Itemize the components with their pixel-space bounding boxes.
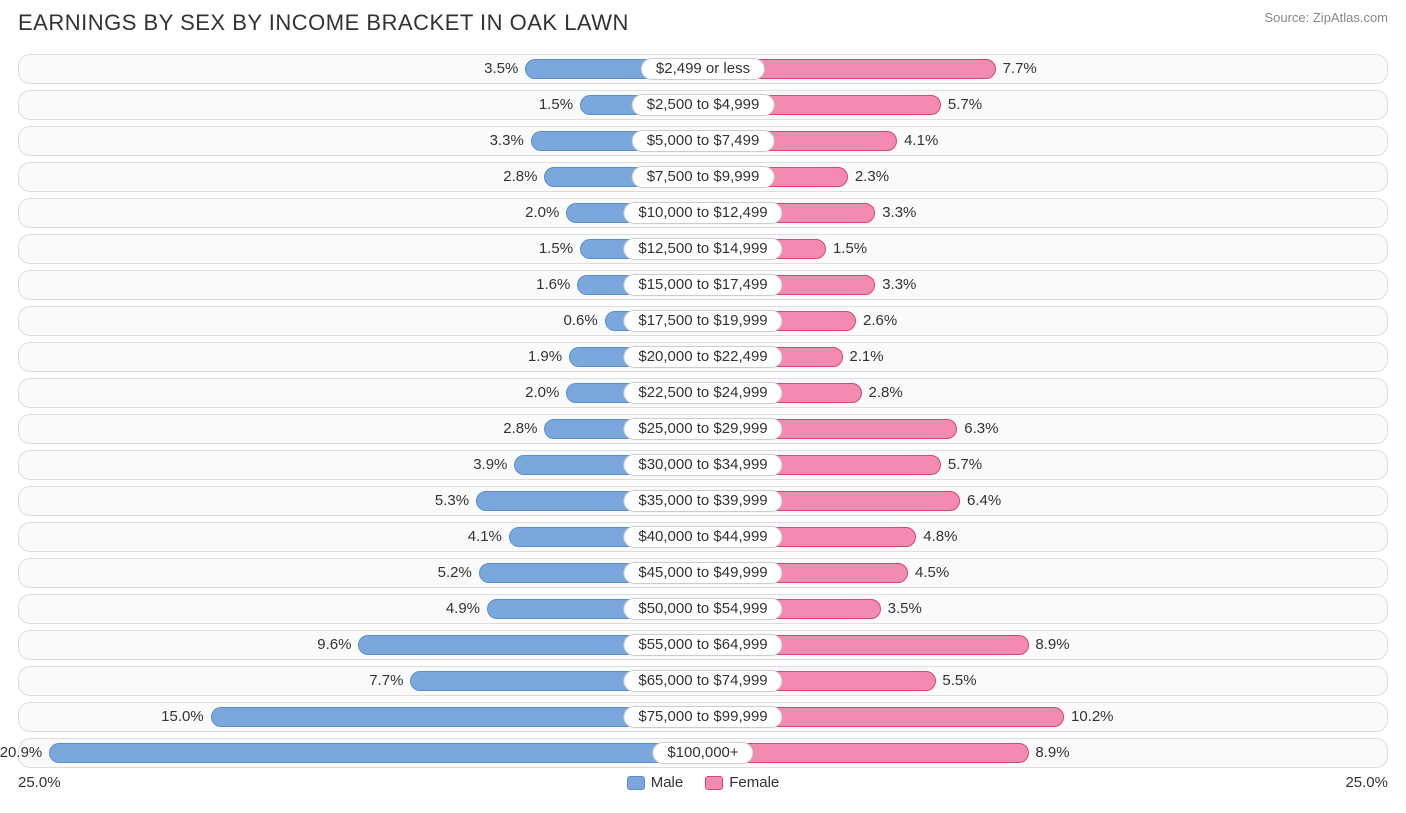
female-value: 10.2% (1071, 703, 1114, 733)
chart-row: 1.5% 5.7% $2,500 to $4,999 (18, 90, 1388, 120)
chart-row: 3.3% 4.1% $5,000 to $7,499 (18, 126, 1388, 156)
category-label: $2,499 or less (641, 58, 765, 80)
category-label: $25,000 to $29,999 (623, 418, 782, 440)
chart-row: 2.8% 2.3% $7,500 to $9,999 (18, 162, 1388, 192)
legend-label-male: Male (651, 774, 684, 791)
chart-row: 2.8% 6.3% $25,000 to $29,999 (18, 414, 1388, 444)
chart-row: 0.6% 2.6% $17,500 to $19,999 (18, 306, 1388, 336)
female-value: 2.1% (849, 343, 883, 373)
male-value: 2.8% (503, 415, 537, 445)
male-value: 5.2% (438, 559, 472, 589)
category-label: $5,000 to $7,499 (632, 130, 775, 152)
male-value: 3.9% (473, 451, 507, 481)
category-label: $55,000 to $64,999 (623, 634, 782, 656)
category-label: $100,000+ (652, 742, 753, 764)
legend-label-female: Female (729, 774, 779, 791)
female-value: 3.3% (882, 271, 916, 301)
male-value: 20.9% (0, 739, 42, 769)
female-value: 6.4% (967, 487, 1001, 517)
chart-source: Source: ZipAtlas.com (1264, 10, 1388, 25)
male-value: 3.5% (484, 55, 518, 85)
male-value: 7.7% (369, 667, 403, 697)
chart-row: 4.9% 3.5% $50,000 to $54,999 (18, 594, 1388, 624)
male-bar (49, 743, 703, 763)
male-value: 1.5% (539, 235, 573, 265)
chart-footer: 25.0% Male Female 25.0% (18, 774, 1388, 791)
category-label: $10,000 to $12,499 (623, 202, 782, 224)
male-swatch-icon (627, 776, 645, 790)
chart-row: 15.0% 10.2% $75,000 to $99,999 (18, 702, 1388, 732)
chart-row: 9.6% 8.9% $55,000 to $64,999 (18, 630, 1388, 660)
chart-title: EARNINGS BY SEX BY INCOME BRACKET IN OAK… (18, 10, 629, 36)
diverging-bar-chart: 3.5% 7.7% $2,499 or less 1.5% 5.7% $2,500 to … (18, 54, 1388, 768)
female-swatch-icon (705, 776, 723, 790)
category-label: $2,500 to $4,999 (632, 94, 775, 116)
male-value: 5.3% (435, 487, 469, 517)
category-label: $40,000 to $44,999 (623, 526, 782, 548)
male-value: 3.3% (490, 127, 524, 157)
legend: Male Female (627, 774, 780, 791)
category-label: $20,000 to $22,499 (623, 346, 782, 368)
legend-item-female: Female (705, 774, 779, 791)
male-value: 1.5% (539, 91, 573, 121)
female-value: 2.3% (855, 163, 889, 193)
female-value: 2.6% (863, 307, 897, 337)
male-value: 0.6% (563, 307, 597, 337)
female-value: 3.5% (888, 595, 922, 625)
male-value: 2.0% (525, 199, 559, 229)
legend-item-male: Male (627, 774, 684, 791)
female-value: 8.9% (1035, 739, 1069, 769)
male-value: 1.6% (536, 271, 570, 301)
category-label: $7,500 to $9,999 (632, 166, 775, 188)
category-label: $30,000 to $34,999 (623, 454, 782, 476)
category-label: $22,500 to $24,999 (623, 382, 782, 404)
female-value: 4.1% (904, 127, 938, 157)
female-value: 4.5% (915, 559, 949, 589)
chart-header: EARNINGS BY SEX BY INCOME BRACKET IN OAK… (18, 10, 1388, 36)
category-label: $12,500 to $14,999 (623, 238, 782, 260)
chart-row: 1.5% 1.5% $12,500 to $14,999 (18, 234, 1388, 264)
category-label: $17,500 to $19,999 (623, 310, 782, 332)
category-label: $15,000 to $17,499 (623, 274, 782, 296)
male-value: 9.6% (317, 631, 351, 661)
female-value: 1.5% (833, 235, 867, 265)
chart-row: 2.0% 2.8% $22,500 to $24,999 (18, 378, 1388, 408)
female-value: 6.3% (964, 415, 998, 445)
male-value: 4.1% (468, 523, 502, 553)
axis-left-max: 25.0% (18, 774, 61, 791)
chart-row: 1.9% 2.1% $20,000 to $22,499 (18, 342, 1388, 372)
female-value: 5.7% (948, 91, 982, 121)
chart-row: 5.3% 6.4% $35,000 to $39,999 (18, 486, 1388, 516)
category-label: $45,000 to $49,999 (623, 562, 782, 584)
chart-row: 20.9%8.9%$100,000+ (18, 738, 1388, 768)
category-label: $65,000 to $74,999 (623, 670, 782, 692)
female-value: 5.5% (942, 667, 976, 697)
male-value: 15.0% (161, 703, 204, 733)
category-label: $75,000 to $99,999 (623, 706, 782, 728)
female-value: 4.8% (923, 523, 957, 553)
male-value: 4.9% (446, 595, 480, 625)
category-label: $35,000 to $39,999 (623, 490, 782, 512)
chart-row: 7.7% 5.5% $65,000 to $74,999 (18, 666, 1388, 696)
chart-row: 5.2% 4.5% $45,000 to $49,999 (18, 558, 1388, 588)
female-value: 3.3% (882, 199, 916, 229)
axis-right-max: 25.0% (1345, 774, 1388, 791)
female-value: 2.8% (869, 379, 903, 409)
female-value: 7.7% (1003, 55, 1037, 85)
chart-row: 4.1% 4.8% $40,000 to $44,999 (18, 522, 1388, 552)
male-value: 1.9% (528, 343, 562, 373)
category-label: $50,000 to $54,999 (623, 598, 782, 620)
female-value: 8.9% (1035, 631, 1069, 661)
chart-row: 3.9% 5.7% $30,000 to $34,999 (18, 450, 1388, 480)
chart-row: 1.6% 3.3% $15,000 to $17,499 (18, 270, 1388, 300)
female-value: 5.7% (948, 451, 982, 481)
chart-row: 3.5% 7.7% $2,499 or less (18, 54, 1388, 84)
male-value: 2.0% (525, 379, 559, 409)
male-value: 2.8% (503, 163, 537, 193)
chart-row: 2.0% 3.3% $10,000 to $12,499 (18, 198, 1388, 228)
